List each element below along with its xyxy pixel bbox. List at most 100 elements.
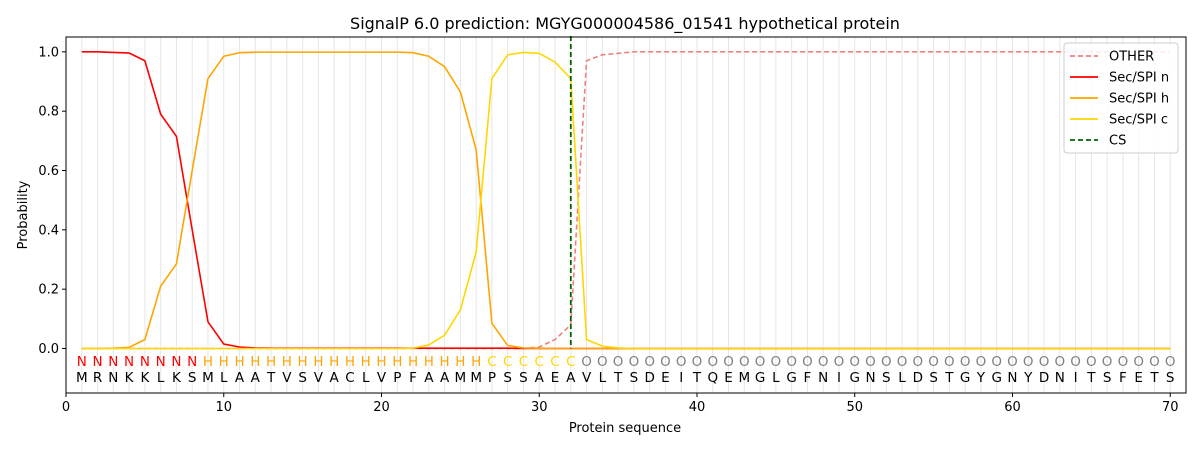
region-letter: C	[487, 354, 496, 370]
sequence-letter: S	[519, 370, 528, 386]
region-letter: N	[92, 354, 102, 370]
region-letter: O	[581, 354, 592, 370]
legend-label: OTHER	[1109, 50, 1154, 65]
region-letter: O	[660, 354, 671, 370]
sequence-letter: C	[345, 370, 354, 386]
region-letter: C	[519, 354, 528, 370]
series-line-sec-spi-n	[81, 51, 1171, 350]
region-letter: O	[629, 354, 640, 370]
sequence-letter: L	[362, 370, 370, 386]
sequence-letter: F	[1119, 370, 1127, 386]
region-letter: O	[976, 354, 987, 370]
x-tick-label: 60	[1004, 400, 1021, 415]
sequence-letter: M	[455, 370, 467, 386]
region-letter: O	[897, 354, 908, 370]
region-letter: O	[707, 354, 718, 370]
region-letter: O	[692, 354, 703, 370]
region-letter: N	[187, 354, 197, 370]
sequence-letter: I	[837, 370, 841, 386]
region-letter: H	[266, 354, 276, 370]
x-tick-label: 50	[846, 400, 863, 415]
sequence-letter: D	[1039, 370, 1049, 386]
x-tick-label: 40	[689, 400, 706, 415]
region-letter: O	[1149, 354, 1160, 370]
region-letter: H	[455, 354, 465, 370]
series-lines	[81, 51, 1171, 350]
sequence-letter: N	[108, 370, 118, 386]
region-letter: O	[834, 354, 845, 370]
region-letter: H	[345, 354, 355, 370]
region-letter: O	[597, 354, 608, 370]
x-tick-label: 70	[1162, 400, 1179, 415]
y-tick-label: 0.6	[38, 164, 59, 179]
region-letter: H	[408, 354, 418, 370]
sequence-letter: V	[377, 370, 387, 386]
legend-label: Sec/SPI n	[1109, 71, 1169, 86]
sequence-letter: N	[818, 370, 828, 386]
sequence-letter: Y	[976, 370, 986, 386]
region-letter: H	[361, 354, 371, 370]
sequence-letter: M	[76, 370, 88, 386]
plot-frame	[65, 36, 1187, 394]
region-letter: H	[392, 354, 402, 370]
region-letter: O	[771, 354, 782, 370]
region-letter: H	[250, 354, 260, 370]
region-letter: H	[440, 354, 450, 370]
region-letter: O	[1007, 354, 1018, 370]
sequence-letter: E	[661, 370, 670, 386]
region-letter: O	[1165, 354, 1176, 370]
y-tick-label: 0.2	[38, 283, 59, 298]
region-letter: H	[298, 354, 308, 370]
chart-title: SignalP 6.0 prediction: MGYG000004586_01…	[350, 14, 900, 34]
sequence-letter: G	[991, 370, 1001, 386]
x-tick-label: 30	[531, 400, 548, 415]
region-letter: H	[376, 354, 386, 370]
region-letter: C	[503, 354, 512, 370]
sequence-letter: S	[188, 370, 197, 386]
region-letter: O	[881, 354, 892, 370]
region-letter: O	[1118, 354, 1129, 370]
sequence-letter: I	[679, 370, 683, 386]
sequence-letter: G	[786, 370, 796, 386]
sequence-letter: L	[220, 370, 228, 386]
series-line-sec-spi-h	[81, 51, 1171, 350]
sequence-letter: A	[535, 370, 545, 386]
y-tick-label: 1.0	[38, 45, 59, 60]
x-tick-label: 10	[215, 400, 232, 415]
x-tick-label: 0	[62, 400, 70, 415]
series-line-other	[81, 51, 1171, 350]
region-letter: O	[676, 354, 687, 370]
legend-box	[1063, 42, 1179, 154]
sequence-letter: D	[913, 370, 923, 386]
sequence-letter: T	[1086, 370, 1096, 386]
sequence-letter: V	[314, 370, 324, 386]
region-letter: O	[928, 354, 939, 370]
sequence-letter: S	[298, 370, 307, 386]
region-letter: O	[865, 354, 876, 370]
region-letter: H	[313, 354, 323, 370]
region-letter: O	[1070, 354, 1081, 370]
region-letter: O	[723, 354, 734, 370]
legend-label: Sec/SPI c	[1109, 113, 1168, 128]
sequence-letter: K	[140, 370, 150, 386]
legend: OTHER Sec/SPI n Sec/SPI h Sec/SPI c CS	[1063, 42, 1179, 154]
region-letter: O	[818, 354, 829, 370]
region-letter: O	[991, 354, 1002, 370]
sequence-letter: A	[330, 370, 340, 386]
sequence-letter: S	[929, 370, 938, 386]
y-tick-label: 0.4	[38, 223, 59, 238]
region-letter: O	[613, 354, 624, 370]
region-letter: H	[329, 354, 339, 370]
plot-area: NMNRNNNKNKNLNKNSHMHLHAHAHTHVHSHVHAHCHLHV…	[38, 36, 1187, 415]
sequence-letter: T	[692, 370, 702, 386]
sequence-letter: T	[266, 370, 276, 386]
sequence-letter: G	[755, 370, 765, 386]
region-letter: H	[424, 354, 434, 370]
sequence-letter: T	[1149, 370, 1159, 386]
y-axis-label: Probability	[16, 180, 31, 249]
region-letter: H	[219, 354, 229, 370]
region-letter: O	[1023, 354, 1034, 370]
region-letter: C	[566, 354, 575, 370]
sequence-letter: L	[157, 370, 165, 386]
